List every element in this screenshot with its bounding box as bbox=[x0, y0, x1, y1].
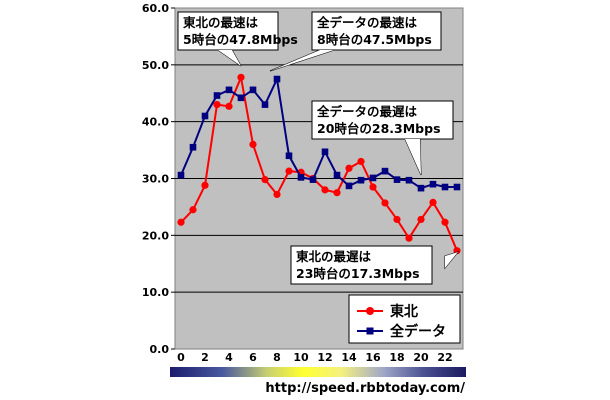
data-point bbox=[237, 94, 245, 102]
y-tick-label: 0.0 bbox=[150, 343, 170, 356]
data-point bbox=[417, 215, 425, 224]
x-tick-label: 4 bbox=[225, 351, 233, 364]
data-point bbox=[393, 215, 401, 224]
data-point bbox=[429, 198, 437, 206]
annotations: 東北の最速は 5時台の47.8Mbps 全データの最速は 8時台の47.5Mbps 全デ… bbox=[177, 11, 460, 285]
data-point bbox=[381, 167, 389, 175]
callout-pointer-fill bbox=[218, 50, 241, 66]
x-tick-label: 10 bbox=[293, 351, 309, 364]
callout-text: 全データの最遅は bbox=[316, 104, 418, 119]
callout-pointer-fill bbox=[405, 139, 421, 175]
x-tick-label: 18 bbox=[389, 351, 404, 364]
data-point bbox=[369, 183, 377, 191]
x-tick-label: 8 bbox=[273, 351, 281, 364]
legend-marker bbox=[366, 327, 374, 335]
data-point bbox=[345, 182, 353, 190]
data-point bbox=[189, 143, 197, 151]
data-point bbox=[453, 183, 461, 191]
data-point bbox=[273, 75, 281, 83]
y-tick-label: 10.0 bbox=[142, 286, 169, 299]
callout-pointer-fill bbox=[445, 252, 458, 268]
callout-text: 東北の最速は bbox=[183, 15, 259, 30]
data-point bbox=[201, 181, 209, 189]
data-point bbox=[345, 164, 353, 172]
callout-box bbox=[311, 100, 454, 140]
y-tick-label: 50.0 bbox=[142, 59, 169, 72]
axes: 0.0 10.0 20.0 30.0 40.0 50.0 60.0 0 2 4 6 8 10 12 14 16… bbox=[142, 2, 453, 364]
y-tick-label: 20.0 bbox=[142, 229, 169, 242]
data-point bbox=[369, 174, 377, 182]
data-point bbox=[321, 186, 329, 194]
series-layer bbox=[177, 73, 461, 255]
x-tick-label: 22 bbox=[437, 351, 452, 364]
data-point bbox=[429, 180, 437, 188]
legend-marker bbox=[366, 307, 374, 315]
data-point bbox=[237, 73, 245, 81]
data-point bbox=[285, 167, 293, 175]
callout-pointer-fill bbox=[270, 50, 334, 71]
callout-box bbox=[311, 11, 442, 51]
x-tick-label: 12 bbox=[317, 351, 332, 364]
callout-text: 5時台の47.8Mbps bbox=[183, 32, 298, 47]
y-tick-label: 60.0 bbox=[142, 2, 169, 15]
data-point bbox=[309, 176, 317, 183]
gridlines bbox=[175, 64, 463, 293]
data-point bbox=[177, 218, 185, 226]
data-point bbox=[441, 218, 449, 226]
data-point bbox=[285, 152, 293, 160]
legend-box bbox=[348, 294, 461, 344]
x-tick-label: 16 bbox=[365, 351, 381, 364]
y-tick-label: 30.0 bbox=[142, 173, 169, 186]
y-tick-label: 40.0 bbox=[142, 116, 169, 129]
callout-text: 20時台の28.3Mbps bbox=[317, 121, 441, 136]
legend-label: 全データ bbox=[389, 323, 446, 340]
data-point bbox=[225, 86, 233, 94]
data-point bbox=[405, 176, 413, 184]
callout-text: 全データの最速は bbox=[316, 15, 418, 30]
data-point bbox=[321, 148, 329, 156]
data-point bbox=[261, 176, 269, 184]
data-point bbox=[381, 199, 389, 207]
callout-text: 東北の最遅は bbox=[296, 249, 372, 264]
x-tick-label: 2 bbox=[201, 351, 209, 364]
data-point bbox=[297, 174, 305, 181]
callout-text: 23時台の17.3Mbps bbox=[296, 266, 420, 281]
callout-box bbox=[290, 245, 433, 285]
data-point bbox=[177, 171, 185, 179]
data-point bbox=[249, 86, 257, 94]
x-tick-label: 6 bbox=[249, 351, 257, 364]
data-point bbox=[393, 176, 401, 183]
data-point bbox=[249, 140, 257, 148]
data-point bbox=[405, 234, 413, 242]
data-point bbox=[225, 102, 233, 110]
source-url: http://speed.rbbtoday.com/ bbox=[265, 381, 465, 396]
data-point bbox=[189, 206, 197, 214]
x-tick-label: 14 bbox=[341, 351, 357, 364]
data-point bbox=[441, 183, 449, 191]
data-point bbox=[333, 189, 341, 197]
time-color-bar bbox=[170, 367, 466, 377]
data-point bbox=[357, 157, 365, 166]
data-point bbox=[213, 92, 221, 99]
data-point bbox=[273, 190, 281, 199]
x-tick-label: 20 bbox=[413, 351, 429, 364]
callout-text: 8時台の47.5Mbps bbox=[317, 32, 432, 47]
legend-label: 東北 bbox=[390, 303, 418, 320]
data-point bbox=[261, 101, 269, 108]
data-point bbox=[333, 171, 341, 179]
data-point bbox=[417, 184, 425, 192]
callout-box bbox=[177, 11, 279, 51]
data-point bbox=[357, 176, 365, 184]
data-point bbox=[213, 101, 221, 109]
x-tick-label: 0 bbox=[177, 351, 185, 364]
data-point bbox=[201, 112, 209, 120]
